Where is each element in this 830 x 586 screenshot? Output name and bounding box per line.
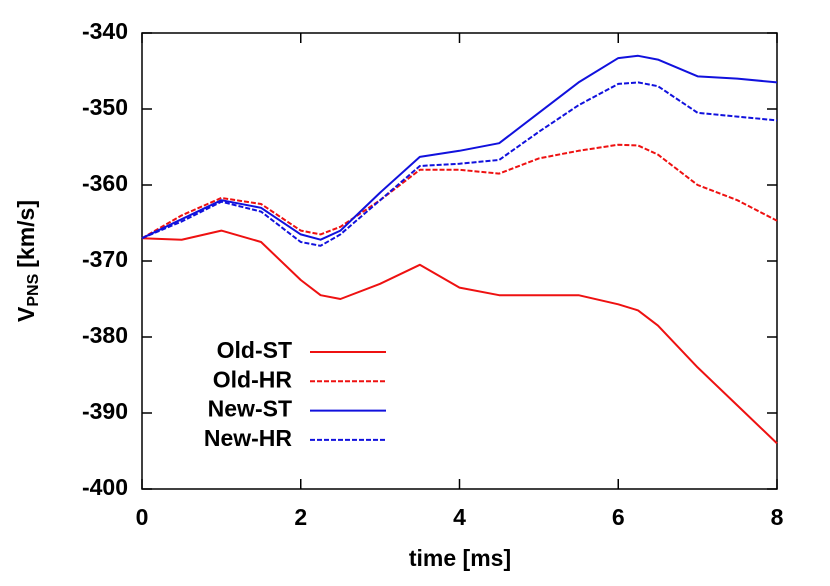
y-tick-label: -400 xyxy=(82,474,128,500)
x-tick-label: 8 xyxy=(771,504,784,530)
y-tick-label: -360 xyxy=(82,170,128,196)
y-label-sub: PNS xyxy=(25,273,42,306)
y-axis-label: VPNS [km/s] xyxy=(13,200,42,322)
y-label-main: V xyxy=(13,306,39,322)
x-tick-label: 0 xyxy=(136,504,149,530)
x-axis-label: time [ms] xyxy=(409,545,511,571)
series-line xyxy=(141,229,778,445)
y-tick-label: -350 xyxy=(82,94,128,120)
legend-label: Old-ST xyxy=(217,337,292,363)
y-tick-label: -380 xyxy=(82,322,128,348)
legend-label: New-HR xyxy=(204,425,293,451)
x-tick-label: 6 xyxy=(612,504,625,530)
series-line xyxy=(141,54,778,241)
series-line xyxy=(141,81,778,247)
y-tick-label: -370 xyxy=(82,246,128,272)
y-label-unit: [km/s] xyxy=(13,200,39,268)
series-line xyxy=(141,143,778,240)
legend-label: Old-HR xyxy=(213,366,293,392)
legend-label: New-ST xyxy=(208,396,292,422)
x-tick-label: 2 xyxy=(294,504,307,530)
x-tick-label: 4 xyxy=(453,504,466,530)
y-tick-label: -340 xyxy=(82,18,128,44)
y-tick-label: -390 xyxy=(82,398,128,424)
